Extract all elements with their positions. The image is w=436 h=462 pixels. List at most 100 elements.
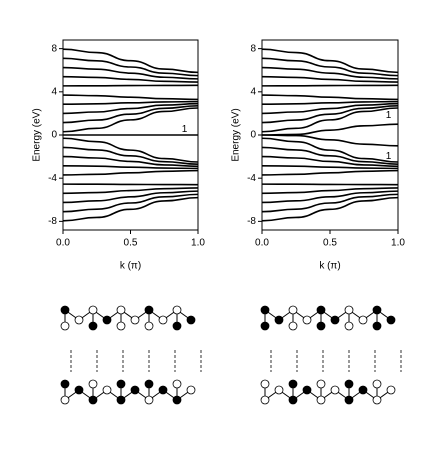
x-tick-label: 0.5 <box>323 238 337 249</box>
band-line <box>261 164 399 170</box>
band-line <box>62 66 199 80</box>
band-line <box>261 102 399 115</box>
atom <box>74 315 84 325</box>
atom <box>144 305 154 315</box>
atom <box>330 385 340 395</box>
band-line <box>261 134 399 147</box>
atom <box>288 321 298 331</box>
y-tick-label: -8 <box>247 216 256 227</box>
lattice <box>60 305 202 405</box>
band-line <box>62 137 199 163</box>
band-line <box>261 137 399 163</box>
x-axis-label: k (π) <box>319 261 340 272</box>
atom <box>288 305 298 315</box>
atom <box>358 315 368 325</box>
atom <box>260 305 270 315</box>
band-line <box>62 155 199 168</box>
annotation: 1 <box>182 124 188 135</box>
atom <box>172 395 182 405</box>
band-line <box>261 183 399 186</box>
atom <box>102 315 112 325</box>
atom <box>386 315 396 325</box>
atom <box>144 379 154 389</box>
band-line <box>261 75 399 83</box>
band-line <box>261 66 399 80</box>
band-line <box>261 196 399 222</box>
atom <box>260 395 270 405</box>
atom <box>274 385 284 395</box>
atom <box>102 385 112 395</box>
band-line <box>62 84 199 87</box>
band-line <box>62 187 199 195</box>
y-tick-label: 0 <box>250 130 256 141</box>
x-tick-label: 0.0 <box>255 238 269 249</box>
band-line <box>62 183 199 186</box>
atom <box>344 379 354 389</box>
atom <box>316 305 326 315</box>
lattice <box>260 305 402 405</box>
atom <box>172 305 182 315</box>
band-line <box>261 187 399 195</box>
atom <box>288 379 298 389</box>
atom <box>186 385 196 395</box>
band-line <box>261 100 399 106</box>
atom <box>372 395 382 405</box>
x-tick-label: 0.0 <box>56 238 70 249</box>
atom <box>302 385 312 395</box>
atom <box>316 321 326 331</box>
band-line <box>261 146 399 165</box>
band-line <box>261 84 399 87</box>
atom <box>60 305 70 315</box>
atom <box>344 395 354 405</box>
atom <box>344 321 354 331</box>
band-line <box>62 146 199 165</box>
y-tick-label: 4 <box>250 86 256 97</box>
plot: -8 -4 0 4 8 0.0 0.5 1.0 k (π) Energy (eV) 1 <box>32 39 205 272</box>
atom <box>158 385 168 395</box>
y-tick-label: -4 <box>247 173 256 184</box>
y-axis-label: Energy (eV) <box>231 108 242 161</box>
annotation: 1 <box>386 110 392 121</box>
atom <box>144 321 154 331</box>
atom <box>88 379 98 389</box>
band-line <box>261 105 399 124</box>
band-line <box>62 57 199 77</box>
atom <box>372 379 382 389</box>
band-line <box>62 107 199 133</box>
atom <box>172 321 182 331</box>
y-tick-label: 8 <box>51 43 57 54</box>
x-axis-label: k (π) <box>120 261 141 272</box>
atom <box>288 395 298 405</box>
y-tick-label: -4 <box>48 173 57 184</box>
atom <box>260 379 270 389</box>
atom <box>386 385 396 395</box>
y-tick-label: -8 <box>48 216 57 227</box>
band-line <box>261 190 399 204</box>
y-tick-label: 0 <box>51 130 57 141</box>
atom <box>372 321 382 331</box>
y-tick-label: 8 <box>250 43 256 54</box>
band-line <box>62 48 199 74</box>
atom <box>330 315 340 325</box>
atom <box>116 321 126 331</box>
atom <box>372 305 382 315</box>
atom <box>260 321 270 331</box>
annotation: 1 <box>386 151 392 162</box>
atom <box>186 315 196 325</box>
atom <box>88 321 98 331</box>
atom <box>60 395 70 405</box>
band-line <box>62 94 199 101</box>
band-line <box>261 155 399 168</box>
band-line <box>261 169 399 176</box>
atom <box>302 315 312 325</box>
band-line <box>261 107 399 133</box>
x-tick-label: 1.0 <box>391 238 405 249</box>
atom <box>144 395 154 405</box>
atom <box>130 385 140 395</box>
atom <box>88 305 98 315</box>
band-line <box>261 94 399 101</box>
band-line <box>62 193 199 213</box>
plot: -8 -4 0 4 8 0.0 0.5 1.0 k (π) Energy (eV) 1 1 <box>231 39 405 272</box>
band-line <box>62 169 199 176</box>
